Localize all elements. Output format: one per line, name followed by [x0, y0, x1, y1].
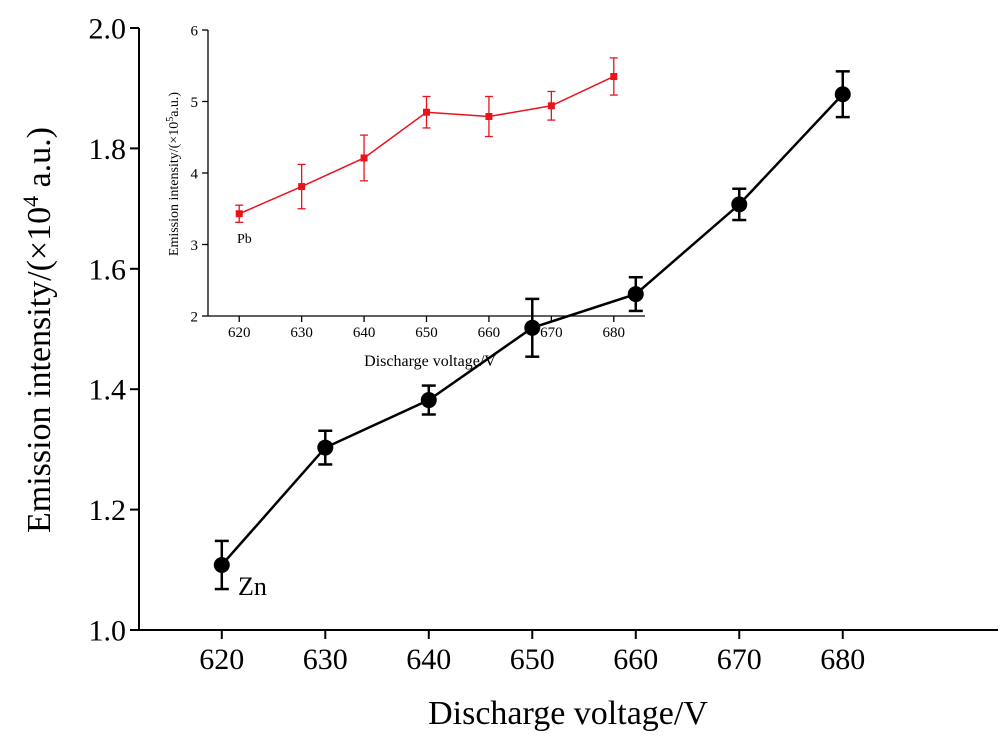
main-y-axis-label-prefix: Emission intensity/(×10: [21, 207, 58, 533]
main-y-tick-label: 1.4: [89, 374, 127, 407]
main-data-point: [731, 196, 748, 213]
main-x-tick-label: 620: [199, 643, 244, 676]
main-y-axis-label: Emission intensity/(×104 a.u.): [18, 127, 58, 533]
main-y-axis-label-exponent: 4: [18, 196, 43, 207]
main-data-point: [420, 392, 437, 409]
inset-series: [235, 57, 618, 223]
main-x-tick-label: 670: [717, 643, 762, 676]
inset-y-tick-label: 2: [191, 309, 199, 325]
main-chart: 620 630 640 650 660 670 680 1.0 1.2 1.4 1.6 1.8 2.0…: [18, 13, 998, 732]
main-x-tick-label: 650: [510, 643, 555, 676]
inset-y-axis-label-exponent: 5: [165, 117, 176, 122]
inset-y-axis-label-suffix: a.u.): [167, 92, 182, 117]
main-y-tick-label: 1.6: [89, 253, 127, 286]
inset-y-ticks: 2 3 4 5 6: [191, 23, 208, 325]
inset-data-point: [235, 210, 243, 218]
inset-chart: 620 630 640 650 660 670 680 2 3 4 5 6 Pb Discharge…: [165, 23, 645, 370]
main-y-ticks: 1.0 1.2 1.4 1.6 1.8 2.0: [89, 13, 139, 648]
inset-x-tick-label: 660: [478, 325, 501, 341]
main-data-point: [627, 286, 644, 303]
inset-x-ticks: 620 630 640 650 660 670 680: [228, 316, 625, 341]
inset-x-tick-label: 620: [228, 325, 251, 341]
main-y-tick-label: 1.8: [89, 133, 127, 166]
inset-x-tick-label: 630: [290, 325, 313, 341]
main-annotation-label: Zn: [238, 572, 267, 601]
main-y-tick-label: 1.0: [89, 615, 127, 648]
inset-data-point: [360, 154, 368, 162]
inset-annotation-label: Pb: [237, 232, 252, 247]
inset-x-tick-label: 670: [540, 325, 563, 341]
inset-x-axis-label: Discharge voltage/V: [364, 353, 496, 370]
main-x-tick-label: 630: [303, 643, 348, 676]
main-y-axis-label-suffix: a.u.): [21, 127, 58, 196]
inset-data-point: [298, 183, 306, 191]
main-data-point: [317, 439, 334, 456]
main-x-tick-label: 640: [406, 643, 451, 676]
inset-y-tick-label: 3: [191, 238, 199, 254]
main-data-point: [834, 86, 851, 103]
inset-x-tick-label: 680: [603, 325, 626, 341]
inset-data-point: [610, 72, 618, 80]
main-y-tick-label: 1.2: [89, 494, 127, 527]
main-data-point: [213, 556, 230, 573]
main-y-tick-label: 2.0: [89, 13, 127, 46]
main-x-axis-label: Discharge voltage/V: [428, 695, 708, 732]
inset-y-axis-label-prefix: Emission intensity/(×10: [167, 122, 182, 256]
inset-y-tick-label: 6: [191, 23, 199, 39]
main-series: [213, 70, 851, 591]
main-x-ticks: 620 630 640 650 660 670 680: [199, 630, 865, 676]
inset-y-axis-label: Emission intensity/(×105a.u.): [165, 92, 182, 257]
inset-y-tick-label: 4: [191, 166, 199, 182]
inset-y-tick-label: 5: [191, 95, 199, 111]
inset-data-point: [485, 113, 493, 121]
inset-data-point: [423, 108, 430, 116]
main-x-tick-label: 680: [820, 643, 865, 676]
main-x-tick-label: 660: [613, 643, 658, 676]
inset-x-tick-label: 650: [415, 325, 438, 341]
main-data-point: [524, 319, 541, 336]
inset-x-tick-label: 640: [353, 325, 376, 341]
inset-data-point: [547, 102, 555, 110]
